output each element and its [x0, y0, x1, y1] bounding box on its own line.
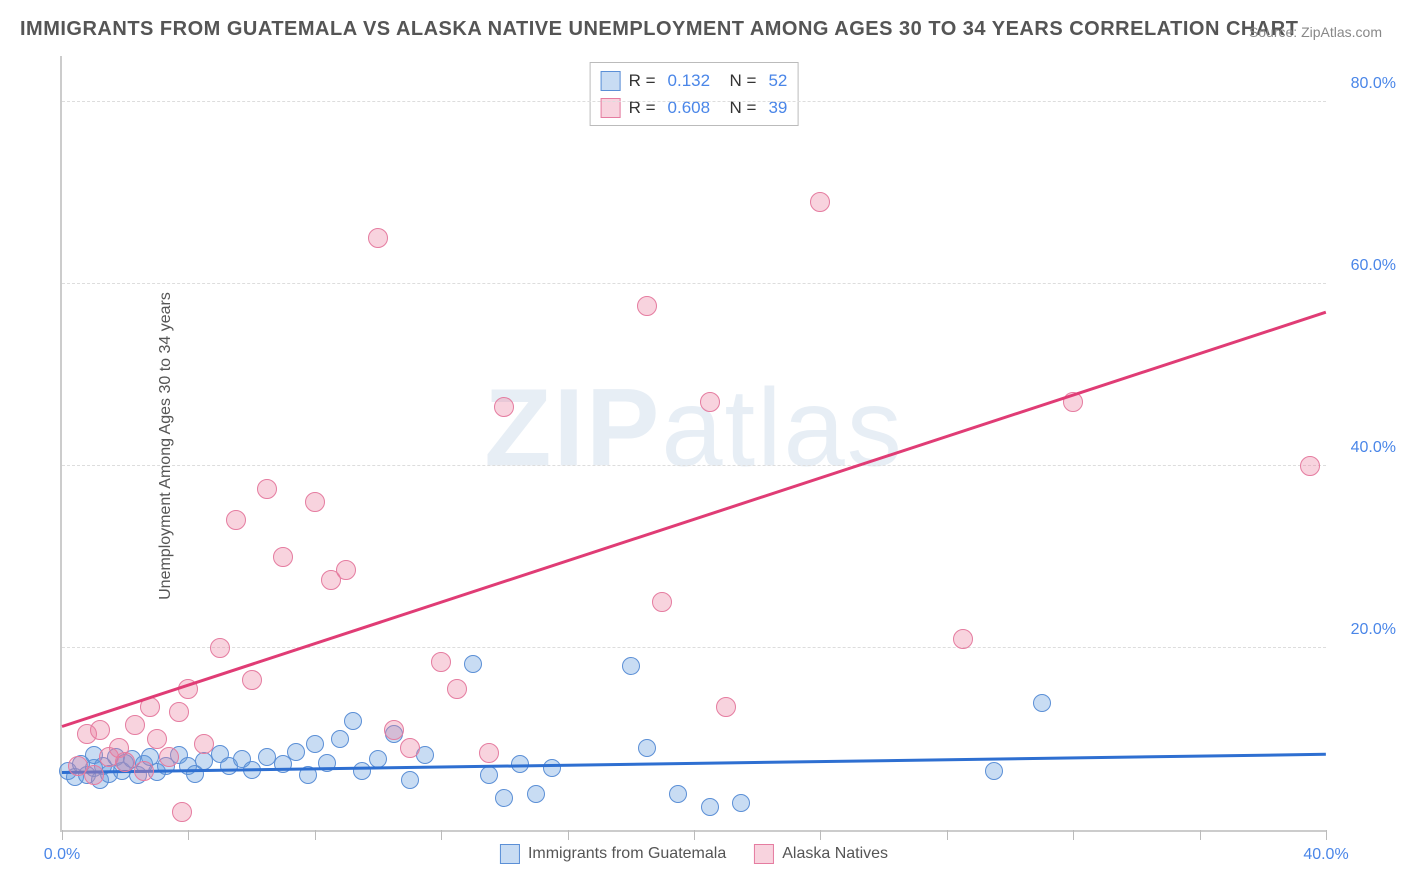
x-tick [694, 830, 695, 840]
data-point-guatemala [464, 655, 482, 673]
legend-r-value: 0.132 [668, 67, 722, 94]
data-point-alaska [431, 652, 451, 672]
trend-line-alaska [62, 311, 1327, 728]
data-point-guatemala [495, 789, 513, 807]
legend-swatch-icon [754, 844, 774, 864]
legend-n-value: 39 [768, 94, 787, 121]
legend-r-label: R = [629, 67, 656, 94]
legend-row-guatemala: R = 0.132 N = 52 [601, 67, 788, 94]
bottom-legend-label: Immigrants from Guatemala [528, 845, 726, 863]
data-point-alaska [1300, 456, 1320, 476]
data-point-alaska [194, 734, 214, 754]
bottom-legend-item-alaska: Alaska Natives [754, 844, 888, 864]
x-tick [188, 830, 189, 840]
legend-r-value: 0.608 [668, 94, 722, 121]
data-point-guatemala [543, 759, 561, 777]
legend-n-label: N = [730, 67, 757, 94]
data-point-alaska [479, 743, 499, 763]
x-tick [1326, 830, 1327, 840]
data-point-alaska [273, 547, 293, 567]
x-tick [315, 830, 316, 840]
y-tick-label: 40.0% [1351, 439, 1396, 457]
x-tick [568, 830, 569, 840]
gridline [62, 101, 1326, 102]
data-point-alaska [400, 738, 420, 758]
data-point-alaska [169, 702, 189, 722]
data-point-guatemala [527, 785, 545, 803]
data-point-alaska [716, 697, 736, 717]
data-point-alaska [115, 752, 135, 772]
x-tick [1200, 830, 1201, 840]
data-point-alaska [494, 397, 514, 417]
scatter-plot-area: ZIPatlas R =0.132N =52R =0.608N =39 Immi… [60, 56, 1326, 832]
data-point-guatemala [331, 730, 349, 748]
data-point-guatemala [1033, 694, 1051, 712]
data-point-guatemala [369, 750, 387, 768]
x-tick [441, 830, 442, 840]
data-point-alaska [242, 670, 262, 690]
data-point-alaska [226, 510, 246, 530]
correlation-legend: R = 0.132 N = 52 R = 0.608 N = 39 [590, 62, 799, 126]
data-point-alaska [134, 761, 154, 781]
data-point-guatemala [480, 766, 498, 784]
data-point-guatemala [353, 762, 371, 780]
data-point-guatemala [287, 743, 305, 761]
y-tick-label: 80.0% [1351, 75, 1396, 93]
data-point-guatemala [985, 762, 1003, 780]
data-point-alaska [90, 720, 110, 740]
x-tick-label: 0.0% [44, 846, 80, 864]
data-point-alaska [305, 492, 325, 512]
legend-n-value: 52 [768, 67, 787, 94]
data-point-guatemala [306, 735, 324, 753]
data-point-alaska [257, 479, 277, 499]
data-point-alaska [147, 729, 167, 749]
x-tick [947, 830, 948, 840]
legend-r-label: R = [629, 94, 656, 121]
data-point-guatemala [732, 794, 750, 812]
data-point-alaska [652, 592, 672, 612]
x-tick [62, 830, 63, 840]
x-tick [820, 830, 821, 840]
data-point-alaska [210, 638, 230, 658]
data-point-alaska [384, 720, 404, 740]
gridline [62, 465, 1326, 466]
y-tick-label: 60.0% [1351, 257, 1396, 275]
legend-swatch-icon [601, 71, 621, 91]
data-point-alaska [637, 296, 657, 316]
data-point-alaska [810, 192, 830, 212]
legend-row-alaska: R = 0.608 N = 39 [601, 94, 788, 121]
data-point-guatemala [638, 739, 656, 757]
data-point-guatemala [669, 785, 687, 803]
data-point-alaska [447, 679, 467, 699]
data-point-alaska [953, 629, 973, 649]
data-point-alaska [368, 228, 388, 248]
chart-title: IMMIGRANTS FROM GUATEMALA VS ALASKA NATI… [20, 18, 1298, 41]
source-attribution: Source: ZipAtlas.com [1249, 24, 1382, 40]
data-point-alaska [700, 392, 720, 412]
data-point-guatemala [701, 798, 719, 816]
x-tick-label: 40.0% [1303, 846, 1348, 864]
bottom-legend-item-guatemala: Immigrants from Guatemala [500, 844, 726, 864]
legend-n-label: N = [730, 94, 757, 121]
data-point-alaska [125, 715, 145, 735]
x-tick [1073, 830, 1074, 840]
gridline [62, 647, 1326, 648]
data-point-guatemala [622, 657, 640, 675]
data-point-alaska [84, 765, 104, 785]
data-point-alaska [336, 560, 356, 580]
series-legend: Immigrants from Guatemala Alaska Natives [500, 844, 888, 864]
data-point-guatemala [344, 712, 362, 730]
bottom-legend-label: Alaska Natives [782, 845, 888, 863]
gridline [62, 283, 1326, 284]
y-tick-label: 20.0% [1351, 621, 1396, 639]
data-point-alaska [172, 802, 192, 822]
legend-swatch-icon [500, 844, 520, 864]
data-point-guatemala [401, 771, 419, 789]
data-point-alaska [159, 747, 179, 767]
